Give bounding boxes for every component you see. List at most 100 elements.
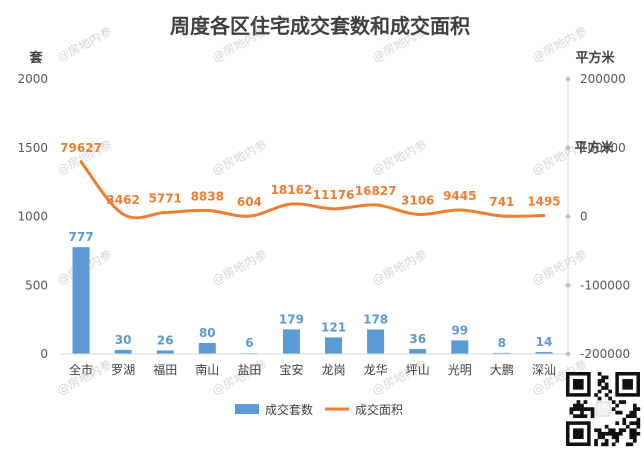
bar-value-label: 36: [409, 332, 426, 346]
qr-module: [604, 375, 609, 380]
category-label: 坪山: [406, 363, 430, 377]
qr-module: [629, 442, 634, 447]
qr-module: [608, 431, 613, 436]
qr-module: [583, 400, 588, 404]
qr-module: [632, 414, 637, 419]
qr-module: [587, 407, 591, 411]
bar-value-label: 80: [199, 326, 216, 340]
qr-module: [632, 435, 637, 440]
line-value-label: 79627: [60, 141, 102, 155]
qr-module: [622, 400, 627, 404]
category-label: 光明: [448, 363, 472, 377]
right-tick-label: -100000: [580, 278, 630, 292]
category-label: 南山: [195, 362, 219, 377]
qr-module: [632, 403, 637, 408]
right-axis-unit-mid: 平方米: [574, 140, 614, 156]
qr-module: [604, 386, 609, 390]
left-tick-label: 1000: [17, 210, 48, 224]
line-value-label: 11176: [313, 188, 355, 202]
category-axis: 全市 罗湖 福田 南山 盐田 宝安 龙岗 龙华 坪山 光明 大鹏 深汕: [60, 353, 565, 377]
right-tick-marker: [565, 144, 571, 151]
qr-module: [569, 410, 574, 415]
bar-value-label: 99: [451, 323, 468, 337]
qr-module: [576, 400, 581, 404]
category-label: 福田: [153, 362, 177, 377]
qr-module: [615, 403, 620, 408]
qr-module: [632, 407, 637, 411]
category-label: 大鹏: [490, 363, 514, 377]
line-value-label: 604: [237, 195, 262, 209]
qr-module: [594, 393, 598, 397]
bar: [535, 352, 553, 354]
qr-module: [615, 431, 620, 436]
qr-module: [629, 421, 634, 426]
qr-finder-core: [573, 379, 584, 390]
bar-series: 777 30 26 80 6 179 121 178 36 99 8 14: [69, 230, 553, 354]
qr-module: [569, 407, 574, 411]
qr-module: [601, 435, 605, 440]
qr-module: [629, 431, 634, 436]
line-value-label: 9445: [443, 189, 476, 203]
bar: [451, 340, 469, 354]
left-tick-label: 2000: [17, 72, 48, 86]
bar: [367, 329, 385, 354]
qr-module: [580, 414, 584, 419]
qr-module: [590, 410, 595, 415]
category-label: 全市: [69, 362, 93, 377]
right-axis-unit-top: 平方米: [575, 50, 615, 66]
qr-module: [629, 410, 634, 415]
qr-logo: [595, 401, 611, 417]
qr-module: [618, 400, 623, 404]
category-label: 盐田: [237, 363, 261, 377]
qr-module: [632, 438, 637, 443]
bar: [409, 349, 427, 354]
qr-module: [597, 396, 602, 401]
qr-module: [590, 414, 595, 419]
chart-title: 周度各区住宅成交套数和成交面积: [170, 14, 470, 38]
line-value-label: 5771: [149, 192, 182, 206]
line-value-label: 3462: [106, 193, 139, 207]
qr-module: [632, 431, 637, 436]
qr-module: [608, 396, 613, 401]
qr-module: [580, 403, 584, 408]
qr-module: [604, 438, 609, 443]
bar: [493, 352, 511, 354]
line-value-label: 18162: [271, 183, 313, 197]
bar: [72, 247, 90, 354]
qr-module: [618, 428, 623, 433]
area-line: [79, 160, 546, 220]
qr-finder-core: [573, 428, 584, 439]
qr-module: [597, 428, 602, 433]
qr-module: [601, 431, 605, 436]
qr-module: [632, 421, 637, 426]
qr-module: [615, 435, 620, 440]
bar-value-label: 777: [69, 230, 94, 244]
line-value-label: 8838: [191, 189, 224, 203]
right-tick-marker: [565, 351, 571, 357]
bar: [114, 349, 132, 354]
bar-value-label: 121: [321, 320, 346, 334]
right-tick-marker: [565, 76, 571, 82]
qr-module: [573, 414, 577, 419]
qr-module: [597, 382, 602, 387]
qr-module: [629, 435, 634, 440]
right-axis: -200000 -100000 0 100000 200000: [565, 72, 630, 361]
qr-module: [625, 442, 630, 447]
qr-module: [618, 431, 623, 436]
bar: [282, 329, 300, 354]
line-value-label: 1495: [527, 194, 560, 208]
right-tick-label: 100000: [580, 141, 626, 155]
category-label: 龙华: [364, 363, 388, 377]
qr-module: [615, 438, 620, 443]
bar-value-label: 179: [279, 312, 304, 326]
qr-module: [611, 442, 616, 447]
left-tick-label: 0: [40, 347, 48, 361]
qr-module: [604, 393, 609, 397]
qr-module: [615, 421, 620, 426]
qr-module: [622, 417, 627, 422]
legend-label-line: 成交面积: [355, 402, 403, 417]
legend-label-bar: 成交套数: [265, 402, 313, 417]
watermark-text: @房地内参: [369, 246, 429, 287]
qr-module: [636, 417, 641, 422]
bar-value-label: 26: [157, 333, 174, 347]
